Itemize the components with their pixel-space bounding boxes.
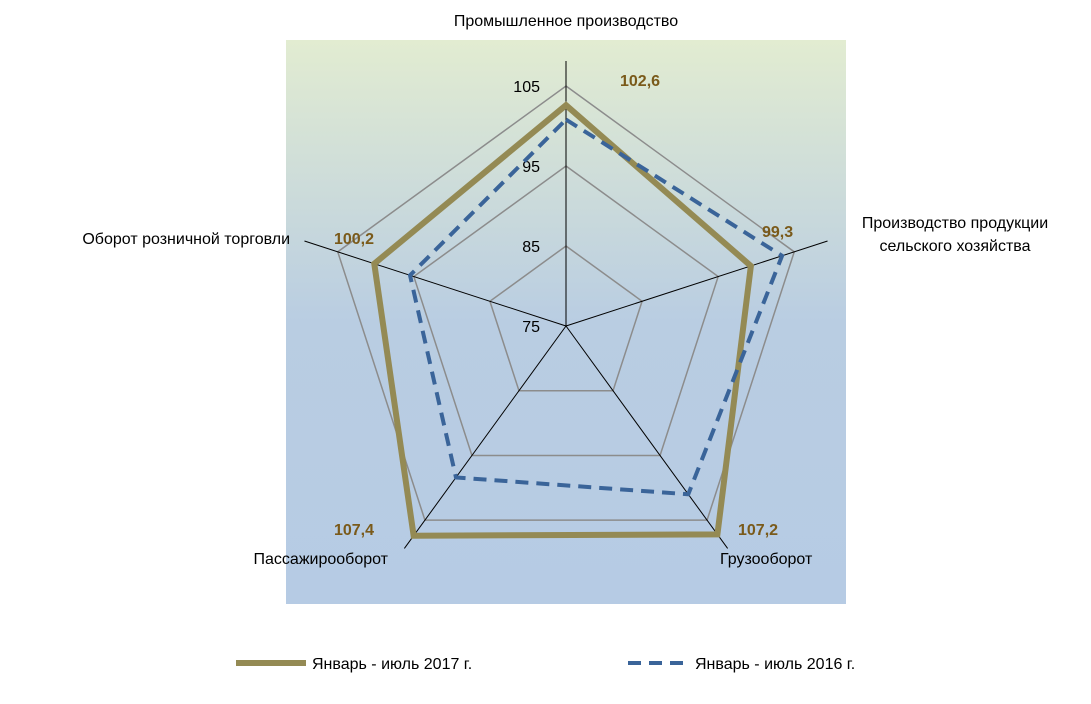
- tick-label: 95: [522, 159, 540, 176]
- category-label: Оборот розничной торговли: [82, 231, 290, 248]
- legend-label: Январь - июль 2016 г.: [695, 656, 855, 673]
- tick-label: 105: [513, 79, 540, 96]
- data-label: 107,4: [334, 522, 374, 539]
- category-label: Промышленное производство: [453, 13, 679, 30]
- data-label: 99,3: [762, 224, 793, 241]
- category-label: Пассажирооборот: [253, 551, 388, 568]
- data-label: 102,6: [620, 73, 660, 90]
- axis-spoke: [565, 325, 729, 549]
- grid-ring: [336, 85, 796, 521]
- data-label: 107,2: [738, 522, 778, 539]
- category-label: Производство продукции сельского хозяйст…: [861, 215, 1049, 255]
- series-line: [407, 117, 785, 497]
- data-label: 100,2: [334, 231, 374, 248]
- axis-spoke: [403, 325, 567, 549]
- category-label: Грузооборот: [720, 551, 813, 568]
- grid-ring: [412, 165, 720, 457]
- grid-ring: [489, 245, 643, 392]
- tick-label: 75: [522, 319, 540, 336]
- series-line: [371, 101, 755, 539]
- axis-spoke: [304, 240, 567, 327]
- legend-label: Январь - июль 2017 г.: [312, 656, 472, 673]
- tick-label: 85: [522, 239, 540, 256]
